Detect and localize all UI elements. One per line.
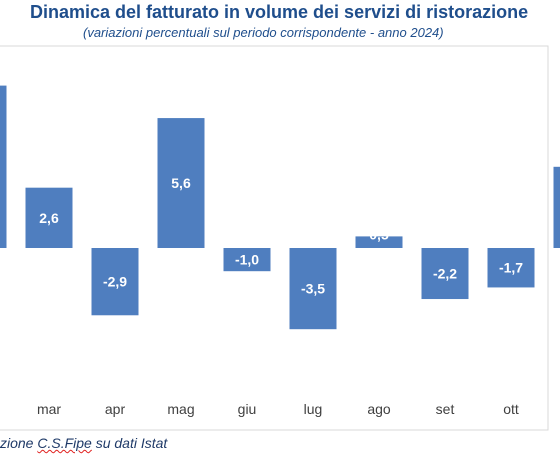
bar-value-label: 0,5 bbox=[369, 226, 389, 242]
bar-value-label: -1,7 bbox=[499, 260, 523, 276]
bar-set bbox=[421, 248, 469, 300]
bar-ago bbox=[355, 236, 403, 248]
chart-frame-border bbox=[0, 45, 549, 431]
chart-plot-area: 2,6 -2,9 5,6 -1,0 -3,5 0,5 -2,2 -1,7 mar apr mag g… bbox=[0, 45, 560, 431]
category-label: set bbox=[436, 401, 455, 417]
bar-value-label: -3,5 bbox=[301, 281, 325, 297]
source-note: zione C.S.Fipe su dati Istat bbox=[0, 435, 167, 451]
bar-giu bbox=[223, 248, 271, 272]
category-label: apr bbox=[105, 401, 126, 417]
bar-value-label: -2,2 bbox=[433, 266, 457, 282]
source-misspelled-word: C.S.Fipe bbox=[37, 435, 92, 451]
bar-lug bbox=[289, 248, 337, 330]
category-label: mar bbox=[37, 401, 61, 417]
category-label: mag bbox=[167, 401, 194, 417]
category-label: lug bbox=[304, 401, 323, 417]
source-suffix: su dati Istat bbox=[91, 435, 168, 451]
bar-labels-layer: 2,6 -2,9 5,6 -1,0 -3,5 0,5 -2,2 -1,7 bbox=[39, 175, 523, 297]
category-label: ago bbox=[367, 401, 391, 417]
bar-edge-0 bbox=[0, 85, 7, 248]
bar-mar bbox=[25, 187, 73, 248]
category-label: ott bbox=[503, 401, 519, 417]
bar-ott bbox=[487, 248, 535, 288]
bar-edge-9 bbox=[553, 166, 560, 248]
chart-subtitle: (variazioni percentuali sul periodo corr… bbox=[83, 25, 444, 40]
category-label: giu bbox=[238, 401, 257, 417]
bar-mag bbox=[157, 118, 205, 248]
bar-value-label: -1,0 bbox=[235, 252, 259, 268]
chart-title: Dinamica del fatturato in volume dei ser… bbox=[30, 2, 529, 22]
bar-value-label: 2,6 bbox=[39, 210, 59, 226]
category-labels-layer: mar apr mag giu lug ago set ott bbox=[37, 401, 519, 417]
source-prefix: zione bbox=[0, 435, 38, 451]
bar-apr bbox=[91, 248, 139, 316]
bar-value-label: 5,6 bbox=[171, 175, 191, 191]
bar-value-label: -2,9 bbox=[103, 274, 127, 290]
bars-layer bbox=[0, 85, 560, 330]
